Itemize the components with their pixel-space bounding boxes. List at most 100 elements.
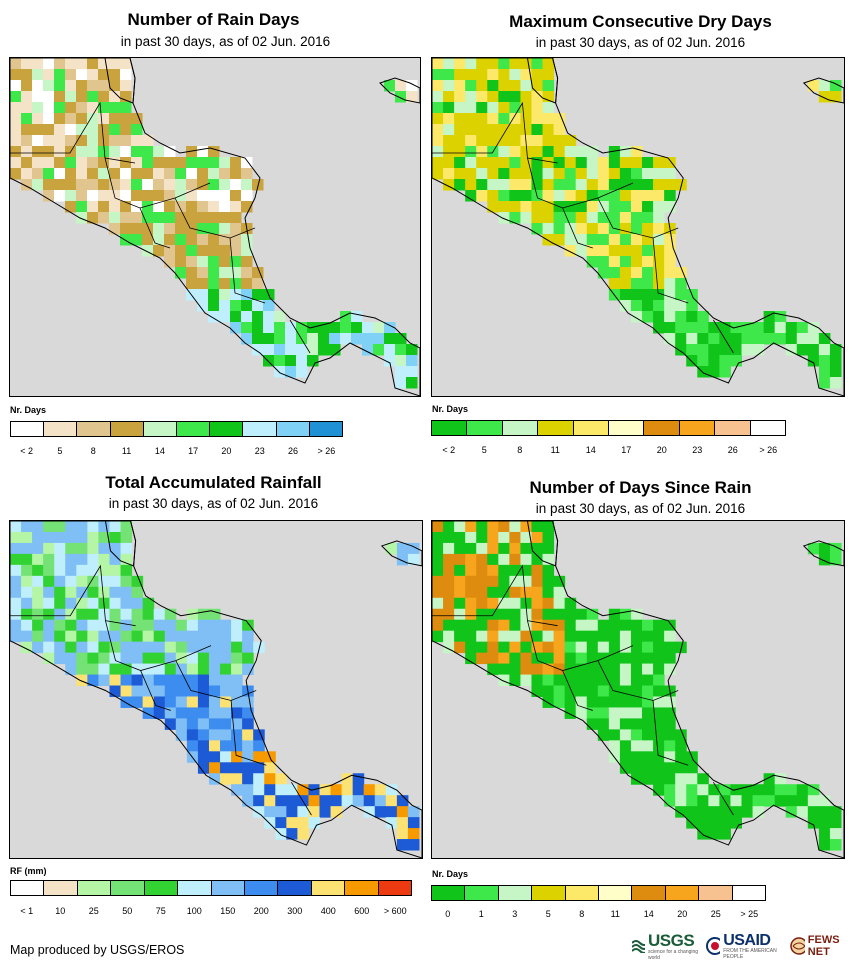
map-grid-cell — [763, 311, 776, 323]
map-grid-cell — [231, 630, 243, 643]
map-grid-cell — [407, 542, 420, 555]
legend-tick-label: 400 — [320, 906, 336, 916]
map-grid-cell — [220, 641, 232, 654]
map-grid-cell — [197, 289, 209, 301]
map-grid-cell — [197, 608, 210, 621]
map-grid-cell — [65, 157, 77, 169]
map-grid-cell — [619, 619, 632, 632]
usaid-seal-icon — [705, 937, 721, 955]
map-grid-cell — [76, 674, 88, 687]
map-grid-cell — [597, 245, 610, 257]
map-grid-cell — [520, 608, 532, 621]
map-grid-cell — [76, 168, 88, 180]
map-grid-cell — [542, 663, 555, 676]
map-grid-cell — [109, 542, 122, 555]
map-grid-cell — [10, 168, 22, 180]
map-grid-cell — [619, 256, 632, 268]
map-grid-cell — [197, 190, 209, 202]
map-grid-cell — [120, 80, 132, 92]
map-grid-cell — [186, 234, 198, 246]
map-grid-cell — [186, 641, 199, 654]
map-grid-cell — [465, 102, 477, 114]
map-grid-cell — [54, 586, 66, 599]
map-grid-cell — [241, 333, 253, 345]
map-grid-cell — [286, 828, 298, 840]
map-grid-cell — [242, 707, 254, 719]
map-grid-cell — [432, 542, 444, 555]
map-grid-cell — [54, 102, 66, 114]
map-grid-cell — [208, 179, 220, 191]
map-grid-cell — [352, 784, 365, 796]
map-grid-cell — [597, 718, 610, 730]
map-grid-cell — [220, 740, 232, 752]
map-grid-cell — [307, 355, 319, 367]
map-grid-cell — [10, 521, 22, 533]
map-grid-cell — [208, 157, 220, 169]
map-grid-cell — [675, 773, 687, 785]
map-grid-cell — [553, 157, 566, 169]
legend-tick-label: 11 — [121, 446, 132, 456]
map-grid-cell — [586, 608, 599, 621]
map-grid-cell — [542, 674, 555, 687]
map-grid-cell — [21, 586, 33, 599]
map-grid-cell — [231, 685, 243, 697]
map-grid-cell — [476, 531, 488, 544]
map-grid-cell — [619, 685, 632, 697]
map-grid-cell — [608, 267, 621, 279]
map-grid-cell — [142, 223, 154, 235]
map-grid-cell — [208, 619, 221, 632]
map-grid-cell — [164, 146, 176, 158]
usgs-logo: USGS science for a changing world — [632, 931, 700, 961]
coastline — [379, 77, 420, 104]
map-grid-cell — [630, 245, 643, 257]
map-grid-cell — [818, 355, 831, 367]
map-grid-cell — [131, 630, 144, 643]
map-grid-cell — [208, 729, 221, 741]
map-grid-cell — [829, 377, 842, 389]
map-grid-cell — [32, 168, 44, 180]
map-grid-cell — [120, 91, 132, 103]
map-grid-cell — [43, 575, 55, 588]
map-grid-cell — [719, 344, 731, 356]
map-grid-cell — [531, 58, 544, 70]
map-grid-cell — [608, 168, 621, 180]
map-grid-cell — [476, 157, 488, 169]
map-grid-cell — [686, 311, 698, 323]
map-grid-cell — [142, 179, 154, 191]
map-grid-cell — [487, 135, 499, 147]
map-grid-cell — [487, 58, 499, 70]
map-grid-cell — [564, 652, 577, 665]
map-grid-cell — [208, 762, 221, 774]
map-grid-cell — [642, 729, 654, 741]
map-grid-cell — [10, 146, 22, 158]
map-grid-cell — [76, 663, 88, 676]
map-grid-cell — [252, 333, 264, 345]
map-grid-cell — [308, 795, 321, 807]
map-grid-cell — [54, 531, 66, 544]
map-grid-cell — [520, 663, 532, 676]
map-grid-cell — [586, 234, 599, 246]
legend-tick-labels: 0 1 3 5 8 11 14 20 25 > 25 — [431, 909, 766, 921]
map-grid-cell — [520, 157, 532, 169]
map-grid-cell — [708, 795, 720, 807]
map-grid-cell — [65, 652, 77, 665]
map-grid-cell — [87, 69, 99, 81]
map-grid-cell — [719, 817, 731, 829]
map-grid-cell — [230, 234, 242, 246]
map-grid-cell — [531, 564, 544, 577]
map-grid-cell — [197, 685, 210, 697]
map-grid-cell — [253, 806, 265, 818]
map-grid-cell — [396, 806, 409, 818]
map-grid-cell — [120, 190, 132, 202]
map-grid-cell — [542, 190, 555, 202]
map-grid-cell — [10, 102, 22, 114]
map-grid-cell — [542, 630, 555, 643]
map-grid-cell — [443, 168, 455, 180]
map-grid-cell — [87, 190, 99, 202]
map-grid-cell — [520, 80, 532, 92]
map-grid-cell — [264, 795, 276, 807]
map-grid-cell — [308, 806, 321, 818]
map-grid-cell — [619, 212, 632, 224]
map-dry-days — [431, 57, 845, 397]
map-grid-cell — [32, 575, 44, 588]
